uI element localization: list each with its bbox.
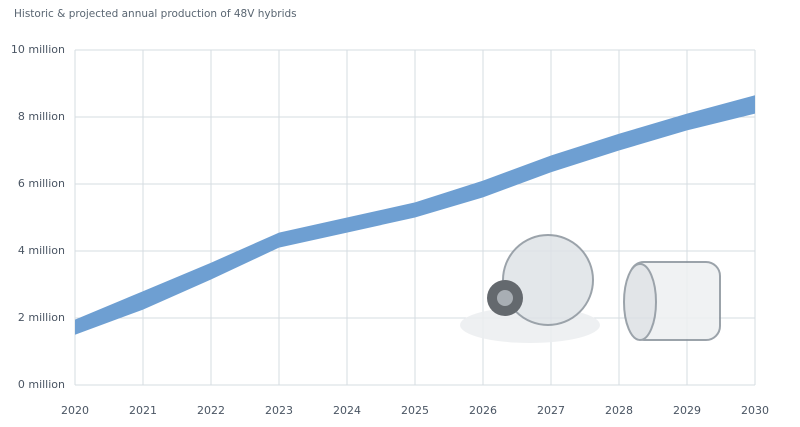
motor-illustration: [460, 234, 721, 343]
x-tick-label: 2027: [537, 404, 565, 417]
y-tick-label: 6 million: [18, 177, 65, 190]
y-tick-label: 2 million: [18, 311, 65, 324]
x-tick-label: 2029: [673, 404, 701, 417]
x-tick-label: 2030: [741, 404, 769, 417]
x-tick-label: 2020: [61, 404, 89, 417]
x-tick-label: 2021: [129, 404, 157, 417]
y-tick-label: 10 million: [11, 43, 65, 56]
production-band: [75, 95, 755, 335]
y-tick-label: 0 million: [18, 378, 65, 391]
x-tick-label: 2024: [333, 404, 361, 417]
y-tick-label: 8 million: [18, 110, 65, 123]
x-tick-label: 2023: [265, 404, 293, 417]
chart-title: Historic & projected annual production o…: [14, 8, 297, 20]
x-tick-label: 2026: [469, 404, 497, 417]
y-tick-label: 4 million: [18, 244, 65, 257]
x-tick-label: 2028: [605, 404, 633, 417]
x-tick-label: 2025: [401, 404, 429, 417]
x-tick-label: 2022: [197, 404, 225, 417]
